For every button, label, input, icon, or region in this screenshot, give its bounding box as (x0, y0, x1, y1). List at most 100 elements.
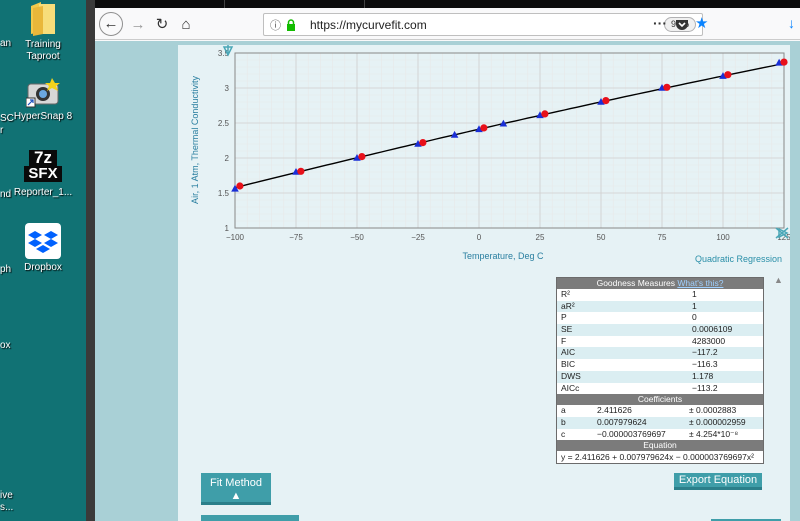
back-button[interactable]: ← (99, 12, 123, 36)
data-point-circle (480, 124, 488, 132)
y-tick-label: 1.5 (218, 189, 230, 198)
url-text: https://mycurvefit.com (310, 18, 427, 32)
y-tick-label: 3.5 (218, 49, 230, 58)
forward-button[interactable]: → (127, 14, 149, 36)
export-equation-button[interactable]: Export Equation (674, 473, 762, 490)
partial-label: nd (0, 189, 12, 200)
table-row: SE 0.0006109 (557, 324, 763, 336)
x-axis-handle[interactable] (775, 227, 789, 239)
x-axis-title: Temperature, Deg C (462, 251, 544, 261)
equation-header: Equation (557, 440, 763, 452)
bottom-button[interactable] (201, 515, 299, 521)
browser-tab[interactable] (135, 0, 225, 8)
data-point-circle (780, 58, 788, 66)
browser-tab[interactable] (565, 0, 675, 8)
x-tick-label: −25 (411, 233, 425, 242)
back-arrow-icon: ← (103, 15, 119, 32)
navigation-bar: ← → ↻ ⌂ ⓘ https://mycurvefit.com 90% ···… (95, 8, 800, 40)
data-point-circle (602, 97, 610, 105)
folder-icon (31, 2, 55, 36)
desktop-icon-training-taproot[interactable]: Training Taproot (3, 0, 83, 63)
grid-minor (234, 52, 785, 229)
hypersnap-icon (26, 78, 60, 108)
goodness-title: Goodness Measures (596, 278, 676, 288)
table-row: R² 1 (561, 289, 697, 299)
x-tick-label: 50 (597, 233, 606, 242)
home-icon: ⌂ (181, 16, 191, 33)
curve-fit-panel: 1 1.5 2 2.5 3 3.5 −100 −75 −50 −25 0 25 50 75 100 125 … (178, 45, 790, 521)
coefficient-row: b 0.007979624 ± 0.000002959 (557, 416, 763, 429)
table-row: F 4283000 (561, 335, 726, 346)
x-tick-label: −50 (350, 233, 364, 242)
x-tick-label: 100 (716, 233, 730, 242)
data-point-circle (236, 182, 244, 190)
y-axis-ticks: 1 1.5 2 2.5 3 3.5 (218, 49, 230, 233)
partial-label: s... (0, 502, 14, 513)
desktop-icon-hypersnap[interactable]: HyperSnap 8 (3, 78, 83, 123)
dropbox-icon (25, 223, 61, 259)
data-point-triangle (450, 130, 459, 138)
data-point-circle (419, 139, 427, 147)
table-row: AIC −117.2 (557, 347, 763, 360)
desktop: an SC r nd ph ox ive s... Training Tapro… (0, 0, 95, 521)
window-edge (86, 0, 95, 521)
partial-label: ox (0, 340, 11, 351)
chart: 11.522.533.5 −100 −75 −50 −25 0 25 50 75 100 125 … (190, 45, 790, 261)
fit-method-button[interactable]: Fit Method ▲ (201, 473, 271, 505)
partial-label: ive (0, 490, 13, 501)
desktop-icon-reporter[interactable]: 7z SFX Reporter_1... (13, 148, 73, 198)
x-tick-label: 25 (536, 233, 545, 242)
data-point-circle (663, 83, 671, 91)
forward-arrow-icon: → (130, 16, 146, 33)
x-tick-label: 125 (777, 233, 790, 242)
expand-arrow-icon: ▲ (230, 490, 242, 502)
page-content: 1 1.5 2 2.5 3 3.5 −100 −75 −50 −25 0 25 50 75 100 125 … (95, 41, 800, 521)
goodness-header: Goodness Measures What's this? (557, 278, 763, 289)
grid-major (234, 52, 785, 229)
coefficient-row: c −0.000003769697 ± 4.254*10⁻⁸ (561, 428, 739, 439)
fit-curve (234, 62, 785, 189)
partial-label: an (0, 38, 12, 49)
partial-label: r (0, 125, 4, 136)
bottom-button[interactable] (711, 519, 781, 521)
y-tick-label: 1 (225, 224, 230, 233)
reload-button[interactable]: ↻ (151, 14, 173, 36)
plot-frame (234, 52, 785, 229)
data-point-circle (541, 110, 549, 118)
y-tick-label: 3 (225, 84, 230, 93)
collapse-arrow-icon[interactable]: ▲ (774, 275, 783, 285)
home-button[interactable]: ⌂ (175, 14, 197, 36)
data-point-triangle (353, 154, 361, 161)
data-point-circle (724, 71, 732, 79)
y-axis-title: Air, 1 Atm, Thermal Conductivity (190, 76, 200, 204)
url-bar[interactable]: ⓘ https://mycurvefit.com 90% (263, 13, 703, 36)
bookmark-star-icon[interactable]: ★ (695, 15, 709, 32)
equation-text: y = 2.411626 + 0.007979624x − 0.00000376… (561, 452, 754, 463)
partial-label: ph (0, 264, 12, 275)
x-tick-label: 0 (477, 233, 482, 242)
data-point-triangle (475, 125, 483, 133)
partial-label: SC (0, 113, 14, 124)
data-point-triangle (536, 111, 544, 119)
coefficient-row: a 2.411626 ± 0.0002883 (561, 405, 737, 416)
data-point-triangle (499, 119, 508, 127)
data-point-triangle (597, 98, 605, 105)
desktop-icon-dropbox[interactable]: Dropbox (3, 223, 83, 274)
page-actions-menu[interactable]: ··· (653, 15, 667, 31)
data-points (231, 58, 788, 192)
whats-this-link[interactable]: What's this? (677, 278, 724, 288)
pocket-icon[interactable] (675, 19, 689, 31)
info-icon[interactable]: ⓘ (270, 20, 281, 32)
data-point-triangle (719, 72, 727, 79)
table-row: BIC −116.3 (561, 359, 718, 370)
browser-tab[interactable] (255, 0, 365, 8)
download-icon[interactable]: ↓ (788, 15, 795, 31)
regression-type-label[interactable]: Quadratic Regression (695, 254, 783, 264)
coefficients-header: Coefficients (557, 394, 763, 406)
table-row: AICc −113.2 (561, 382, 718, 393)
fit-method-label: Fit Method (210, 477, 262, 489)
y-axis-handle[interactable] (222, 45, 234, 57)
data-point-triangle (414, 140, 422, 147)
x-tick-label: −75 (289, 233, 303, 242)
